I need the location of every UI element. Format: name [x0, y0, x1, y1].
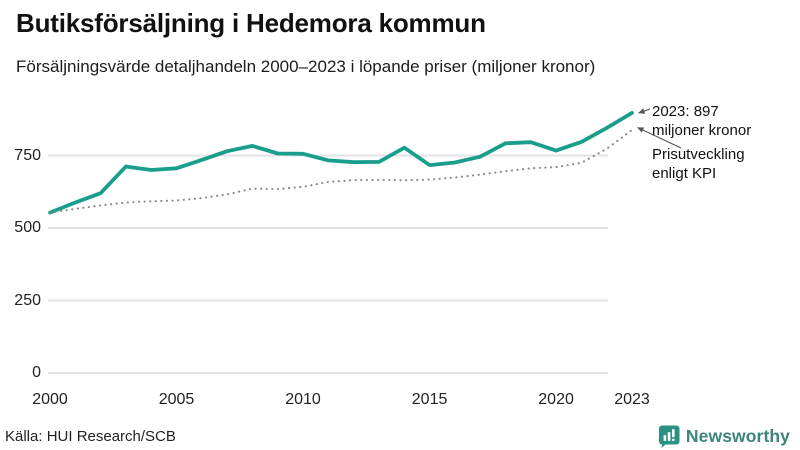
arrow-to-sales-line — [638, 108, 651, 114]
brand-wordmark: Newsworthy — [685, 425, 790, 446]
series-sales-solid — [48, 111, 634, 215]
x-tick-label-2000: 2000 — [32, 391, 68, 408]
y-tick-label-500: 500 — [14, 219, 41, 236]
bar-2 — [667, 431, 671, 441]
bar-1 — [663, 434, 667, 441]
source-note: Källa: HUI Research/SCB — [5, 428, 176, 445]
x-tick-label-2005: 2005 — [158, 391, 195, 408]
newsworthy-logo[interactable]: Newsworthy — [658, 424, 790, 448]
arrow-to-kpi-line — [637, 127, 682, 149]
annotation-kpi-line: Prisutveckling enligt KPI — [652, 146, 745, 182]
y-tick-label-250: 250 — [14, 291, 41, 309]
y-tick-label-750: 750 — [14, 146, 41, 164]
bar-3-exclamation — [671, 428, 675, 437]
y-tick-label-0: 0 — [32, 364, 41, 381]
series-kpi-dotted — [48, 128, 634, 214]
newsworthy-icon — [658, 425, 680, 448]
chart-title: Butiksförsäljning i Hedemora kommun — [16, 8, 486, 38]
x-tick-label-2015: 2015 — [411, 391, 448, 408]
annotation-last-value: 2023: 897 miljoner kronor — [652, 103, 752, 139]
exclamation-dot — [671, 438, 675, 441]
chart-subtitle: Försäljningsvärde detaljhandeln 2000–202… — [16, 57, 596, 76]
x-tick-label-2010: 2010 — [285, 391, 321, 408]
x-tick-label-2023: 2023 — [614, 391, 650, 408]
x-tick-label-2020: 2020 — [538, 391, 574, 408]
